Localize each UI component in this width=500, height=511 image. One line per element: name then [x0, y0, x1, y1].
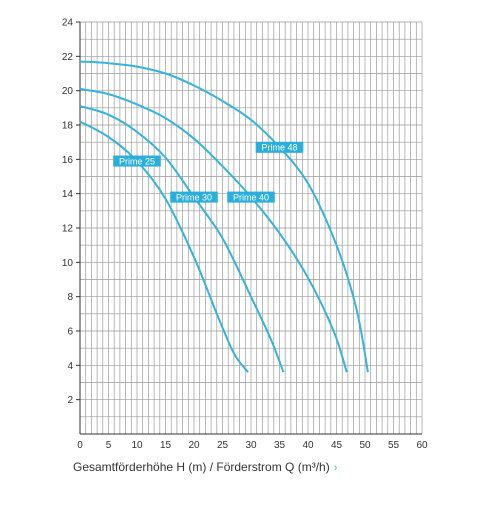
- y-tick-label: 18: [62, 121, 74, 132]
- x-tick-label: 45: [331, 440, 343, 451]
- series-label: Prime 30: [170, 191, 218, 203]
- y-tick-label: 12: [62, 224, 74, 235]
- y-tick-label: 8: [67, 292, 73, 303]
- y-tick-label: 24: [62, 18, 74, 29]
- series-label-text: Prime 25: [119, 156, 155, 166]
- y-tick-label: 22: [62, 52, 74, 63]
- x-tick-label: 40: [302, 440, 314, 451]
- series-label: Prime 25: [113, 155, 161, 167]
- x-tick-label: 0: [77, 440, 83, 451]
- x-tick-label: 60: [416, 440, 428, 451]
- x-tick-label: 35: [274, 440, 286, 451]
- series-label-box: [170, 191, 218, 203]
- y-tick-label: 6: [67, 327, 73, 338]
- x-axis-label[interactable]: Gesamtförderhöhe H (m) / Förderstrom Q (…: [73, 460, 337, 474]
- series-label-box: [227, 191, 275, 203]
- series-line: [79, 87, 348, 373]
- x-tick-label: 10: [131, 440, 143, 451]
- series-label: Prime 48: [255, 141, 304, 153]
- chart-series: [79, 60, 369, 373]
- series-line: [79, 120, 249, 373]
- y-tick-label: 16: [62, 155, 74, 166]
- x-tick-label: 30: [245, 440, 257, 451]
- series-label-box: [113, 155, 161, 167]
- x-tick-label: 25: [217, 440, 229, 451]
- x-tick-label: 5: [106, 440, 112, 451]
- x-axis-label-text: Gesamtförderhöhe H (m) / Förderstrom Q (…: [73, 460, 330, 474]
- x-tick-label: 50: [359, 440, 371, 451]
- y-tick-label: 20: [62, 86, 74, 97]
- y-tick-label: 4: [67, 361, 73, 372]
- y-tick-label: 2: [67, 395, 73, 406]
- y-tick-label: 10: [62, 258, 74, 269]
- chart-grid: [80, 21, 423, 434]
- x-tick-label: 20: [188, 440, 200, 451]
- series-label-box: [255, 141, 304, 153]
- series-label-text: Prime 30: [176, 192, 212, 202]
- series-line: [79, 105, 285, 373]
- x-tick-label: 15: [160, 440, 172, 451]
- series-line: [79, 60, 369, 373]
- chart-axes: [76, 21, 422, 435]
- series-label-text: Prime 48: [261, 143, 297, 153]
- series-label: Prime 40: [227, 191, 275, 203]
- y-tick-label: 14: [62, 189, 74, 200]
- series-label-text: Prime 40: [233, 192, 269, 202]
- chart-series-labels: Prime 25 Prime 30 Prime 40 Prime 48: [113, 141, 304, 203]
- chevron-right-icon: ›: [333, 462, 338, 474]
- x-tick-label: 55: [388, 440, 400, 451]
